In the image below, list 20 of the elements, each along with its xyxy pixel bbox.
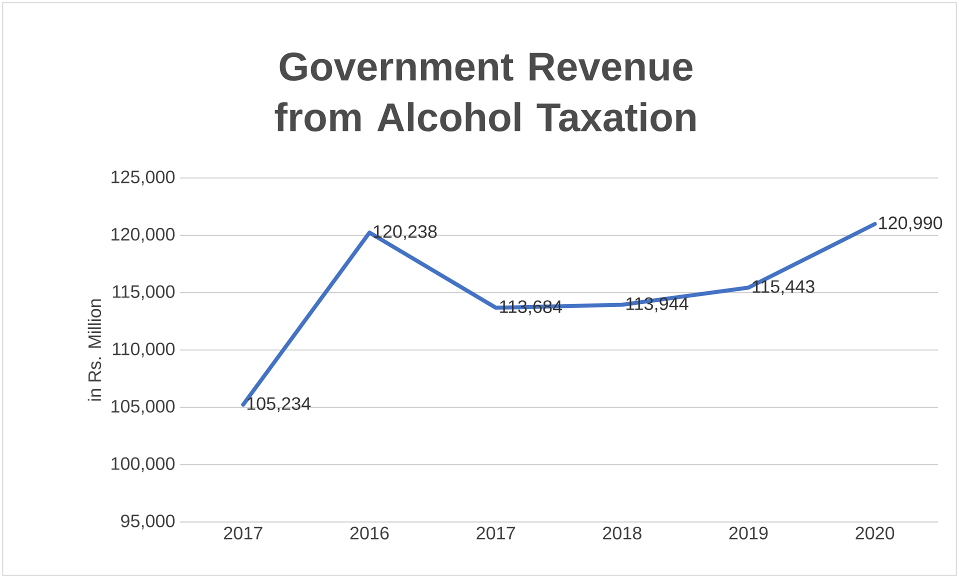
x-tick-label: 2017 [224, 526, 262, 540]
data-label: 120,238 [374, 225, 437, 240]
chart-title: Government Revenue from Alcohol Taxation [274, 52, 696, 132]
x-tick-label: 2020 [856, 526, 894, 540]
y-tick-label: 125,000 [112, 170, 175, 186]
x-tick-label: 2016 [350, 526, 389, 540]
y-tick-label: 110,000 [112, 342, 175, 358]
data-label: 113,944 [626, 297, 688, 312]
y-tick-label: 105,000 [112, 400, 175, 415]
y-tick-label: 115,000 [112, 285, 175, 300]
y-axis-title: in Rs. Million [88, 299, 102, 401]
data-label: 115,443 [752, 280, 814, 296]
x-tick-label: 2017 [476, 526, 515, 540]
y-tick-label: 95,000 [121, 514, 175, 530]
y-tick-label: 100,000 [112, 457, 175, 472]
data-label: 120,990 [879, 216, 942, 232]
data-label: 105,234 [247, 397, 311, 412]
x-tick-label: 2018 [603, 526, 642, 540]
y-tick-label: 120,000 [112, 228, 175, 243]
x-tick-label: 2019 [729, 526, 768, 540]
